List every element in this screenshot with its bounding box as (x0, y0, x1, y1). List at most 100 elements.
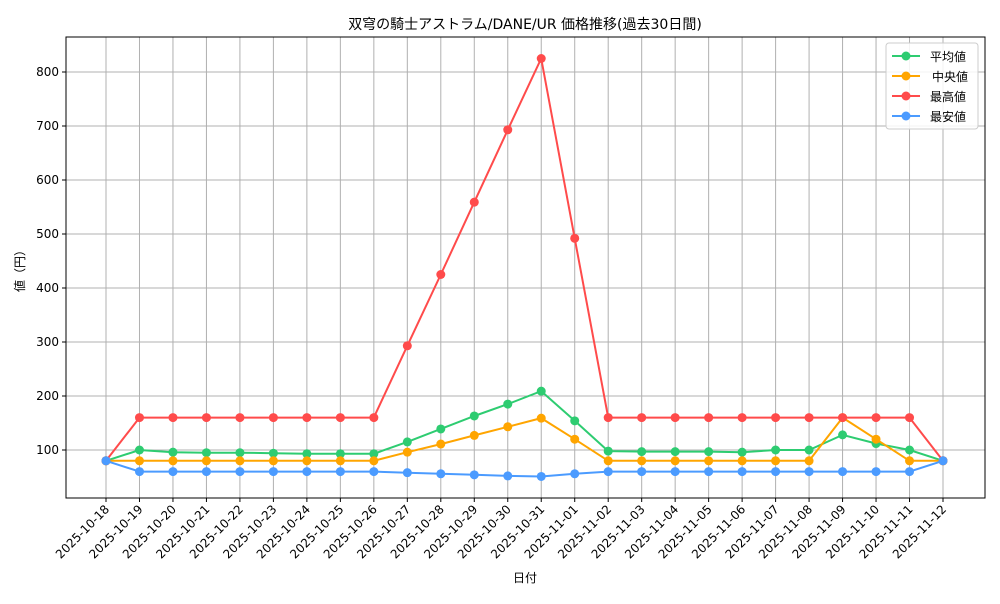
data-point (536, 54, 546, 63)
series-最高値 (101, 54, 948, 466)
data-point (503, 125, 513, 135)
data-point (335, 456, 345, 466)
data-point (436, 469, 446, 479)
data-point (268, 467, 278, 477)
data-point (871, 413, 881, 423)
data-point (737, 413, 747, 423)
data-point (369, 456, 379, 466)
data-point (402, 437, 412, 447)
y-tick-label: 600 (36, 173, 59, 187)
data-point (704, 413, 714, 423)
data-point (871, 467, 881, 477)
data-point (737, 456, 747, 466)
data-point (235, 456, 245, 466)
y-tick-label: 800 (36, 65, 59, 79)
data-point (905, 445, 915, 455)
data-point (302, 449, 312, 459)
plot-frame (65, 36, 986, 499)
data-point (905, 456, 915, 466)
data-point (201, 456, 211, 466)
y-tick-label: 200 (36, 389, 59, 403)
data-point (134, 413, 144, 423)
data-point (268, 448, 278, 458)
data-point (369, 413, 379, 423)
legend-marker-icon (901, 111, 911, 121)
series-line (105, 389, 944, 462)
chart-title: 双穹の騎士アストラム/DANE/UR 価格推移(過去30日間) (348, 17, 702, 33)
data-point (503, 422, 513, 432)
y-tick-label: 300 (36, 335, 59, 349)
legend-box (885, 42, 979, 130)
data-point (771, 445, 781, 455)
data-point (536, 386, 546, 396)
data-point (201, 413, 211, 423)
series-最安値 (101, 456, 948, 481)
legend-item-median: 中央値 (892, 69, 968, 84)
series-line (106, 416, 943, 462)
data-point (603, 467, 613, 477)
data-point (436, 439, 446, 449)
legend-item-max: 最高値 (892, 89, 966, 104)
data-point (369, 467, 379, 477)
data-point (771, 467, 781, 477)
data-point (804, 413, 814, 423)
data-point (101, 456, 111, 466)
data-point (268, 413, 278, 423)
data-point (737, 447, 747, 457)
data-point (201, 467, 211, 477)
legend-label: 最安値 (930, 109, 966, 124)
data-point (469, 197, 479, 207)
data-point (570, 434, 580, 444)
y-tick-label: 400 (36, 281, 59, 295)
y-axis-label: 値（円） (12, 244, 27, 292)
data-point (235, 413, 245, 423)
y-tick-label: 100 (36, 443, 59, 457)
legend-label: 最高値 (930, 89, 966, 104)
data-point (335, 449, 345, 459)
data-point (469, 470, 479, 480)
data-point (134, 456, 144, 466)
series-line (105, 55, 944, 462)
data-point (871, 434, 881, 444)
data-point (704, 467, 714, 477)
data-point (335, 467, 345, 477)
data-point (369, 449, 379, 459)
data-point (235, 467, 245, 477)
data-point (838, 413, 848, 423)
legend-item-min: 最安値 (892, 109, 966, 124)
data-point (905, 413, 915, 423)
data-point (737, 467, 747, 477)
data-point (603, 446, 613, 456)
data-point (134, 445, 144, 455)
data-point (168, 447, 178, 457)
data-point (536, 413, 546, 423)
data-point (603, 456, 613, 466)
data-point (704, 456, 714, 466)
data-point (771, 413, 781, 423)
data-point (302, 413, 312, 423)
data-point (838, 430, 848, 440)
data-point (201, 448, 211, 458)
legend: 平均値 中央値 最高値 最安値 (885, 42, 979, 130)
data-point (168, 413, 178, 423)
data-point (469, 411, 479, 421)
data-point (670, 447, 680, 457)
legend-label: 平均値 (930, 49, 966, 64)
data-point (402, 468, 412, 478)
data-point (804, 467, 814, 477)
y-tick-label: 500 (36, 227, 59, 241)
data-point (838, 467, 848, 477)
data-point (302, 456, 312, 466)
data-point (268, 456, 278, 466)
data-point (570, 469, 580, 479)
data-point (134, 467, 144, 477)
data-point (670, 413, 680, 423)
data-point (637, 456, 647, 466)
x-axis-label: 日付 (513, 571, 537, 585)
x-axis-ticks: 2025-10-182025-10-192025-10-202025-10-21… (53, 498, 949, 561)
data-point (335, 413, 345, 423)
data-point (503, 471, 513, 481)
data-point (570, 416, 580, 426)
